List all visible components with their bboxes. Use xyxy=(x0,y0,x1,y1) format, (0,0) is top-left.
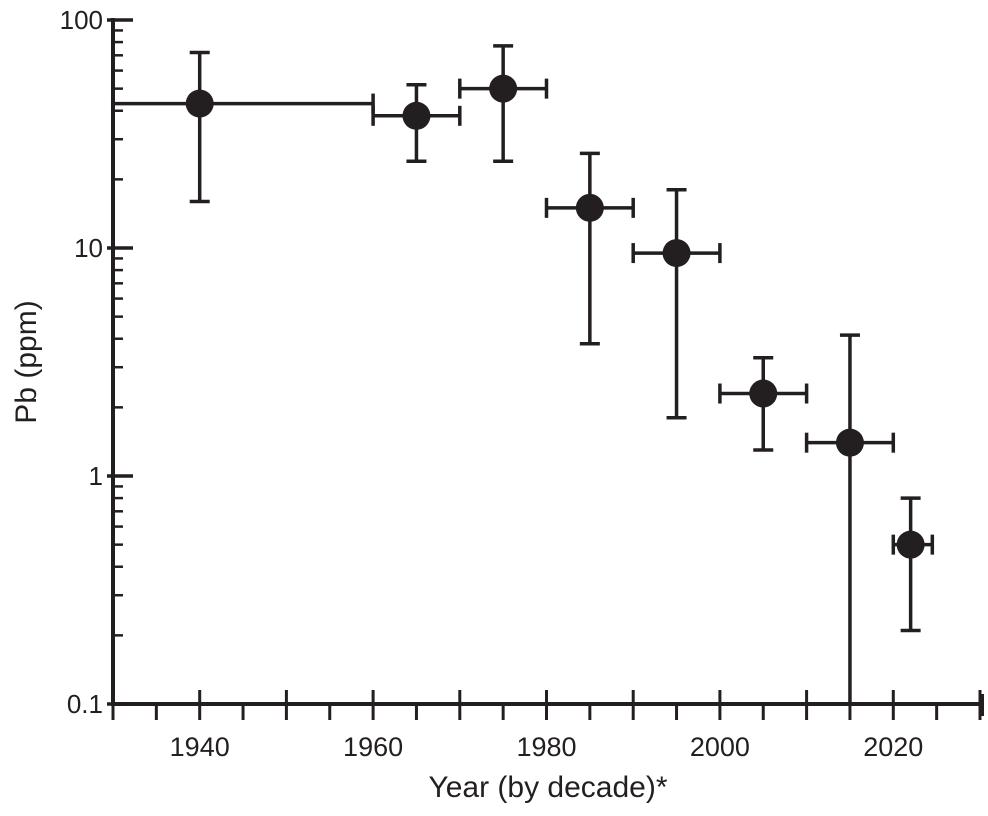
axes: 1940 1960 1980 2000 2020 0.1 1 10 100 xyxy=(60,5,984,762)
data-points xyxy=(111,44,935,704)
point-marker xyxy=(662,239,691,268)
point-marker xyxy=(835,428,864,457)
y-tick-label: 100 xyxy=(60,5,103,35)
data-point xyxy=(544,151,635,346)
point-marker xyxy=(402,101,431,130)
point-marker xyxy=(896,530,925,559)
y-tick-label: 1 xyxy=(89,461,103,491)
data-point xyxy=(804,333,896,704)
data-point xyxy=(891,496,935,633)
data-point xyxy=(631,188,722,420)
x-tick-label: 1980 xyxy=(516,732,576,762)
x-axis-label: Year (by decade)* xyxy=(428,771,667,804)
point-marker xyxy=(489,74,518,103)
point-marker xyxy=(749,379,778,408)
data-point xyxy=(371,83,462,164)
data-point xyxy=(111,50,375,204)
x-tick-label: 2000 xyxy=(690,732,750,762)
point-marker xyxy=(185,89,214,118)
data-point xyxy=(718,356,809,452)
x-tick-label: 2020 xyxy=(863,732,923,762)
y-tick-label: 10 xyxy=(74,233,103,263)
y-tick-label: 0.1 xyxy=(67,689,103,719)
x-tick-label: 1940 xyxy=(170,732,230,762)
x-tick-label: 1960 xyxy=(343,732,403,762)
data-point xyxy=(458,44,549,164)
y-axis-label: Pb (ppm) xyxy=(10,300,43,423)
point-marker xyxy=(575,193,604,222)
